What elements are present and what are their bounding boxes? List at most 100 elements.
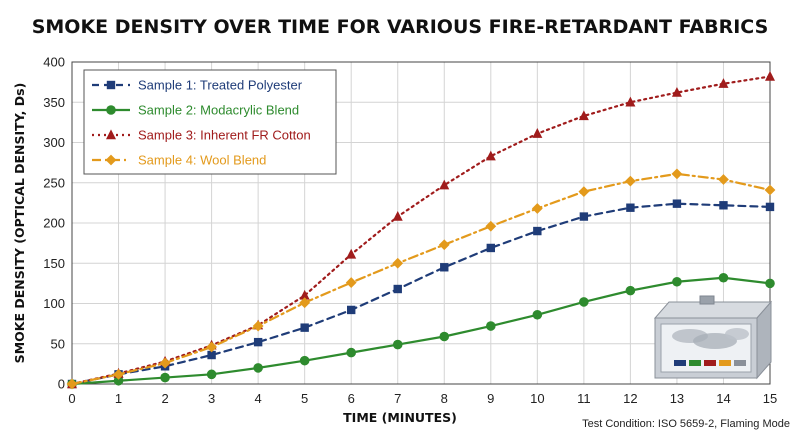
series-2-line	[70, 276, 772, 386]
x-tick-label: 1	[115, 391, 122, 406]
x-tick-label: 0	[68, 391, 75, 406]
series-1-point	[765, 202, 775, 212]
y-axis-label: SMOKE DENSITY (OPTICAL DENSITY, Ds)	[12, 83, 27, 364]
series-3-point	[392, 210, 403, 221]
series-2-point	[625, 285, 636, 296]
x-tick-label: 7	[394, 391, 401, 406]
series-4-point	[206, 341, 217, 353]
series-2-point	[579, 297, 589, 307]
series-4-point	[578, 186, 590, 198]
x-tick-label: 4	[255, 391, 262, 406]
legend-marker	[106, 129, 116, 140]
series-4-point	[392, 257, 404, 269]
legend-box	[83, 69, 337, 175]
x-tick-label: 9	[487, 391, 494, 406]
series-1-line	[70, 202, 772, 386]
series-layer	[66, 70, 776, 390]
x-tick-label: 3	[208, 391, 215, 406]
smoke-chamber-icon	[653, 295, 773, 380]
series-3-point	[671, 86, 682, 97]
series-4-point	[485, 220, 497, 232]
x-tick-label: 15	[763, 391, 777, 406]
series-4-point	[718, 174, 729, 185]
series-2-point	[532, 309, 543, 320]
legend-label: Sample 2: Modacrylic Blend	[138, 103, 299, 118]
y-tick-label: 150	[43, 256, 65, 271]
series-1-point	[579, 212, 589, 221]
legend-label: Sample 1: Treated Polyester	[138, 78, 303, 93]
series-3-point	[625, 96, 636, 107]
x-tick-label: 8	[441, 391, 448, 406]
series-1-point	[533, 226, 542, 236]
series-2-point	[672, 276, 682, 287]
series-4-point	[438, 239, 450, 251]
legend-label: Sample 4: Wool Blend	[138, 153, 266, 168]
legend-item: Sample 1: Treated Polyester	[92, 78, 303, 93]
series-4-point	[764, 184, 776, 196]
series-3-point	[765, 70, 775, 81]
x-tick-label: 5	[301, 391, 308, 406]
legend-item: Sample 3: Inherent FR Cotton	[92, 128, 311, 143]
series-3-point	[532, 128, 543, 138]
series-1-point	[347, 305, 356, 315]
series-2-point	[253, 363, 263, 373]
series-1-point	[626, 203, 635, 212]
series-4-point	[671, 168, 683, 180]
chart-title: SMOKE DENSITY OVER TIME FOR VARIOUS FIRE…	[32, 16, 769, 38]
legend-marker	[105, 154, 117, 166]
y-tick-label: 300	[43, 135, 65, 150]
y-tick-label: 100	[43, 296, 65, 311]
plot-frame	[71, 61, 771, 385]
y-tick-label: 50	[51, 336, 65, 351]
series-3-point	[299, 289, 310, 300]
legend-marker	[106, 105, 116, 115]
series-3-line	[70, 75, 772, 386]
series-2	[67, 272, 775, 389]
legend-label: Sample 3: Inherent FR Cotton	[138, 128, 311, 143]
x-tick-label: 11	[577, 391, 591, 406]
series-2-point	[299, 355, 310, 366]
x-tick-label: 13	[670, 391, 684, 406]
series-4-point	[299, 297, 311, 309]
y-tick-label: 350	[43, 95, 65, 110]
series-3-point	[439, 179, 450, 190]
legend: Sample 1: Treated Polyester Sample 2: Mod…	[83, 69, 337, 175]
series-4-point	[66, 378, 78, 390]
y-tick-label: 400	[43, 55, 65, 70]
series-2-point	[206, 369, 217, 380]
series-2-point	[113, 375, 124, 386]
series-2-point	[346, 347, 357, 358]
series-4	[66, 168, 776, 390]
series-2-point	[160, 372, 170, 383]
series-4-point	[159, 357, 171, 369]
series-2-point	[486, 321, 496, 331]
series-1-point	[207, 350, 216, 360]
x-tick-label: 12	[623, 391, 637, 406]
series-3-point	[485, 150, 496, 161]
series-4-point	[252, 320, 264, 332]
series-3-point	[578, 110, 589, 121]
series-1-point	[672, 199, 682, 208]
series-3-point	[346, 248, 357, 259]
series-1-point	[253, 337, 263, 347]
series-1-point	[300, 323, 309, 332]
x-tick-label: 2	[161, 391, 168, 406]
series-4-point	[345, 277, 357, 288]
y-tick-label: 0	[58, 377, 65, 392]
x-tick-label: 10	[530, 391, 544, 406]
x-axis-label: TIME (MINUTES)	[343, 410, 457, 425]
test-condition-note: Test Condition: ISO 5659-2, Flaming Mode	[582, 418, 790, 430]
series-2-point	[439, 331, 450, 342]
series-1-point	[393, 284, 402, 294]
series-3-point	[718, 78, 729, 88]
series-2-point	[392, 339, 403, 350]
series-2-point	[765, 278, 775, 289]
series-4-line	[70, 172, 772, 386]
series-1-point	[440, 263, 449, 272]
series-2-point	[718, 272, 729, 283]
series-1-point	[719, 201, 728, 210]
y-tick-label: 200	[43, 216, 65, 231]
legend-item: Sample 4: Wool Blend	[92, 153, 266, 168]
